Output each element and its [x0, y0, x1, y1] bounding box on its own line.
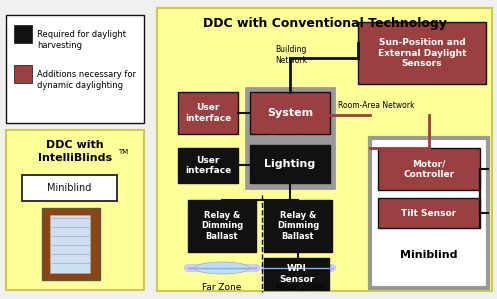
Text: WPI
Sensor: WPI Sensor — [279, 264, 314, 284]
Bar — [178, 148, 238, 183]
Bar — [378, 148, 480, 190]
Text: dynamic daylighting: dynamic daylighting — [37, 81, 123, 90]
Text: Near Zone: Near Zone — [276, 283, 324, 292]
Text: TM: TM — [118, 149, 128, 155]
Text: Relay &
Dimming
Ballast: Relay & Dimming Ballast — [201, 211, 243, 241]
Bar — [42, 208, 100, 280]
Text: Tilt Sensor: Tilt Sensor — [402, 208, 457, 217]
Bar — [264, 200, 332, 252]
Bar — [188, 200, 256, 252]
Text: Lighting: Lighting — [264, 159, 316, 169]
Text: DDC with: DDC with — [46, 140, 104, 150]
Text: User
interface: User interface — [185, 156, 231, 175]
Bar — [178, 92, 238, 134]
Text: Sun-Position and
External Daylight
Sensors: Sun-Position and External Daylight Senso… — [378, 38, 466, 68]
Bar — [250, 145, 330, 183]
Text: Room-Area Network: Room-Area Network — [338, 100, 414, 109]
Bar — [264, 258, 329, 290]
Bar — [370, 138, 488, 288]
Bar — [50, 215, 90, 273]
Text: Motor/
Controller: Motor/ Controller — [404, 159, 455, 179]
Text: DDC with Conventional Technology: DDC with Conventional Technology — [203, 18, 446, 30]
Bar — [14, 65, 32, 83]
Text: Miniblind: Miniblind — [400, 250, 458, 260]
Text: harvesting: harvesting — [37, 41, 82, 50]
Bar — [358, 22, 486, 84]
Text: System: System — [267, 108, 313, 118]
Text: Relay &
Dimming
Ballast: Relay & Dimming Ballast — [277, 211, 319, 241]
Text: Miniblind: Miniblind — [47, 183, 91, 193]
Bar — [6, 15, 144, 123]
Bar — [246, 88, 334, 188]
Text: Controller: Controller — [267, 135, 313, 144]
Bar — [157, 8, 492, 291]
Text: Required for daylight: Required for daylight — [37, 30, 126, 39]
Bar — [250, 92, 330, 134]
Bar — [378, 198, 480, 228]
Text: User
interface: User interface — [185, 103, 231, 123]
Text: IntelliBlinds: IntelliBlinds — [38, 153, 112, 163]
Text: Additions necessary for: Additions necessary for — [37, 70, 136, 79]
Text: Building
Network: Building Network — [275, 45, 307, 65]
Text: Far Zone: Far Zone — [202, 283, 242, 292]
Bar — [22, 175, 117, 201]
Ellipse shape — [194, 262, 249, 274]
Bar — [6, 130, 144, 290]
Bar — [14, 25, 32, 43]
